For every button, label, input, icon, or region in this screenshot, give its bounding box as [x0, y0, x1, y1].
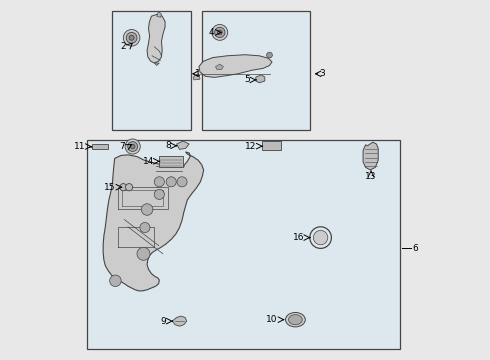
Circle shape: [110, 275, 121, 287]
Text: 7: 7: [120, 142, 125, 151]
Text: 10: 10: [266, 315, 277, 324]
Circle shape: [120, 184, 127, 191]
Polygon shape: [176, 141, 189, 149]
Text: 13: 13: [365, 172, 377, 181]
Text: 2: 2: [121, 41, 126, 50]
Circle shape: [166, 177, 176, 187]
Polygon shape: [157, 12, 162, 17]
Circle shape: [218, 30, 222, 35]
Circle shape: [212, 24, 228, 40]
Polygon shape: [363, 142, 378, 170]
Circle shape: [141, 204, 153, 215]
Bar: [159, 156, 183, 167]
Text: 1: 1: [196, 69, 201, 78]
Text: 6: 6: [413, 244, 418, 253]
Polygon shape: [256, 75, 265, 83]
Bar: [262, 141, 281, 150]
Polygon shape: [199, 55, 272, 77]
Polygon shape: [92, 144, 108, 149]
Text: 16: 16: [293, 233, 304, 242]
Circle shape: [177, 177, 187, 187]
Text: 9: 9: [161, 317, 167, 325]
Circle shape: [130, 144, 135, 149]
Circle shape: [314, 230, 328, 245]
Circle shape: [125, 139, 140, 154]
Polygon shape: [103, 152, 204, 291]
Circle shape: [123, 30, 140, 46]
Polygon shape: [154, 63, 159, 66]
Circle shape: [140, 222, 150, 233]
Circle shape: [126, 32, 137, 43]
Circle shape: [137, 247, 150, 260]
Circle shape: [128, 141, 138, 152]
Text: 14: 14: [143, 157, 154, 166]
Text: 4: 4: [209, 28, 215, 37]
Circle shape: [267, 52, 272, 58]
Circle shape: [154, 189, 164, 199]
Text: 3: 3: [319, 69, 324, 78]
Text: 8: 8: [165, 141, 171, 150]
Circle shape: [129, 35, 134, 40]
Polygon shape: [216, 64, 223, 69]
Ellipse shape: [289, 315, 302, 325]
Ellipse shape: [286, 312, 305, 327]
Circle shape: [215, 27, 225, 37]
Polygon shape: [193, 74, 200, 80]
Text: 11: 11: [74, 142, 86, 151]
Bar: [112, 11, 191, 130]
Polygon shape: [172, 316, 187, 326]
Text: 15: 15: [104, 183, 116, 192]
Circle shape: [125, 184, 133, 191]
Polygon shape: [147, 14, 165, 63]
Circle shape: [154, 177, 164, 187]
Text: 5: 5: [245, 76, 250, 85]
Bar: [202, 11, 310, 130]
Text: 12: 12: [245, 141, 257, 150]
Bar: [87, 140, 400, 349]
